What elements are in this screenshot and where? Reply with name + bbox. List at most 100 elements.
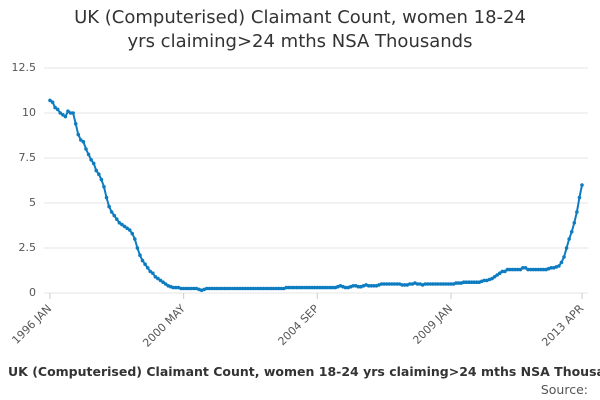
point <box>320 285 325 290</box>
point <box>112 213 117 218</box>
x-tick-label: 2000 MAY <box>140 302 188 350</box>
point <box>63 114 68 119</box>
point <box>122 224 127 229</box>
point <box>66 109 70 113</box>
point <box>428 282 433 286</box>
point <box>400 283 404 287</box>
point <box>58 111 63 115</box>
point <box>307 285 312 290</box>
point <box>289 285 294 290</box>
point <box>302 285 307 290</box>
point <box>395 282 399 286</box>
point <box>212 286 217 291</box>
point <box>446 282 451 286</box>
point <box>351 284 356 288</box>
point <box>513 267 517 272</box>
point <box>318 285 322 290</box>
x-tick-label: 2004 SEP <box>276 302 322 348</box>
point <box>228 286 232 291</box>
point <box>433 282 438 286</box>
point <box>312 285 317 290</box>
point <box>153 275 158 279</box>
point <box>469 280 474 285</box>
point <box>251 286 255 291</box>
point <box>482 278 487 283</box>
point <box>181 286 186 291</box>
point <box>184 286 189 291</box>
point <box>220 286 224 291</box>
point <box>50 100 55 104</box>
point <box>143 262 147 267</box>
point <box>130 231 135 236</box>
point <box>271 286 276 291</box>
point <box>387 282 392 286</box>
point <box>73 122 78 126</box>
point <box>474 280 479 285</box>
point <box>158 278 163 283</box>
y-tick-label: 5 <box>29 196 36 209</box>
point <box>294 285 299 290</box>
point <box>438 282 443 286</box>
point <box>174 285 178 290</box>
point <box>292 285 296 290</box>
point <box>284 285 289 290</box>
point <box>577 195 582 200</box>
point <box>210 286 214 291</box>
point <box>372 284 376 288</box>
point <box>297 285 302 290</box>
point <box>490 276 494 281</box>
point <box>186 286 191 291</box>
point <box>115 217 119 221</box>
point <box>384 282 389 286</box>
point <box>192 286 196 291</box>
point <box>125 226 129 230</box>
point <box>572 221 577 225</box>
point <box>508 267 512 272</box>
line <box>49 99 583 292</box>
point <box>230 286 235 291</box>
point <box>104 195 109 200</box>
point <box>536 267 541 272</box>
point <box>575 210 579 214</box>
point <box>515 267 520 272</box>
point <box>379 282 384 286</box>
point <box>79 138 83 142</box>
point <box>258 286 263 291</box>
y-tick-label: 12.5 <box>12 61 37 74</box>
point <box>528 267 533 272</box>
point <box>310 285 314 290</box>
point <box>500 269 505 274</box>
point <box>315 285 320 290</box>
point <box>464 280 469 285</box>
y-tick-label: 2.5 <box>19 241 37 254</box>
point <box>274 286 278 291</box>
x-tick-label: 2009 JAN <box>410 302 455 347</box>
point <box>343 285 348 290</box>
point <box>425 282 430 286</box>
point <box>240 286 245 291</box>
point <box>557 264 561 268</box>
point <box>366 284 371 288</box>
point <box>356 284 361 289</box>
point <box>127 228 132 232</box>
point <box>408 282 412 286</box>
point <box>392 282 397 286</box>
point <box>472 280 476 285</box>
point <box>461 280 466 285</box>
point <box>276 286 281 291</box>
point <box>140 258 145 263</box>
point <box>246 286 250 291</box>
point <box>564 246 569 250</box>
point <box>238 286 242 291</box>
point <box>325 285 330 290</box>
point <box>503 269 507 274</box>
point <box>330 285 335 290</box>
point <box>382 282 386 286</box>
point <box>328 285 332 290</box>
point <box>323 285 327 290</box>
point <box>569 230 574 234</box>
point <box>580 183 584 187</box>
point <box>117 221 122 225</box>
point <box>99 177 104 182</box>
point <box>523 266 528 270</box>
